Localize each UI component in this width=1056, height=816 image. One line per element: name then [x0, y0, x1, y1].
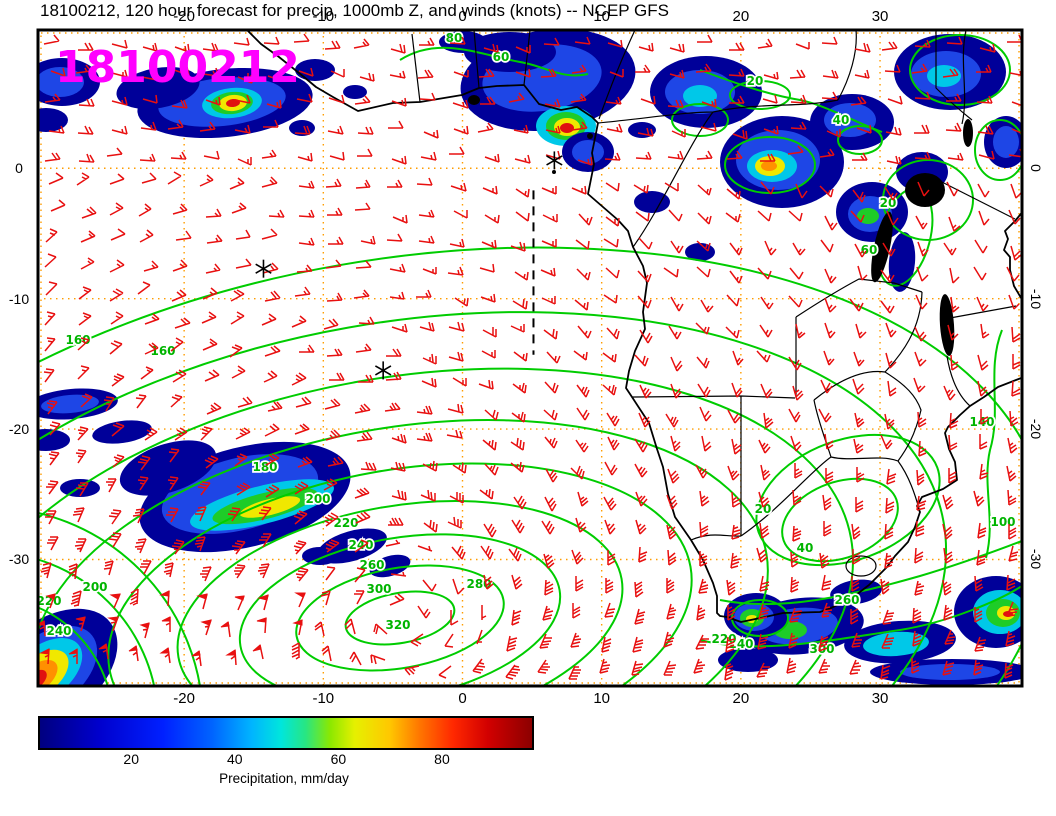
contour-label: 140 [969, 415, 994, 429]
colorbar-tick: 40 [227, 751, 243, 767]
station-asterisk [255, 263, 272, 274]
x-axis-tick-bottom: 10 [593, 690, 611, 707]
height-contours [38, 34, 1022, 686]
contour-label: 220 [36, 594, 61, 608]
contour-label: 80 [446, 31, 463, 45]
contour-label: 100 [990, 515, 1015, 529]
colorbar-label: Precipitation, mm/day [219, 771, 349, 786]
x-axis-tick-bottom: -20 [173, 690, 195, 707]
contour-label: 240 [46, 624, 71, 638]
contour-label: 320 [385, 618, 410, 632]
contour-label: 300 [366, 582, 391, 596]
y-axis-tick-right: 0 [1028, 164, 1044, 173]
contour-label: 180 [252, 460, 277, 474]
contour-label: 300 [809, 642, 834, 656]
y-axis-tick-left: 0 [15, 160, 23, 177]
contour-label: 20 [747, 74, 764, 88]
contour-label: 260 [834, 593, 859, 607]
x-axis-tick-top: 0 [458, 8, 467, 25]
y-axis-tick-right: -10 [1028, 288, 1044, 309]
contour-label: 40 [833, 113, 850, 127]
contour-label: 220 [333, 516, 358, 530]
station-markers [255, 151, 563, 380]
africa-coastline [246, 30, 1022, 623]
x-axis-tick-top: 10 [593, 8, 611, 25]
run-watermark: 18100212 [55, 42, 300, 93]
figure-title: 18100212, 120 hour forecast for precip, … [40, 1, 669, 20]
contour-label: 200 [305, 492, 330, 506]
contour-label: 60 [493, 50, 510, 64]
plot-frame [36, 28, 1024, 688]
x-axis-tick-top: -10 [312, 8, 335, 25]
wind-barbs [38, 33, 1022, 681]
y-axis-tick-right: -20 [1028, 418, 1044, 440]
x-axis-tick-bottom: 20 [732, 690, 750, 707]
colorbar-gradient [38, 716, 534, 750]
station-asterisk [374, 365, 392, 376]
x-axis-tick-top: 30 [871, 8, 889, 25]
colorbar-tick: 60 [330, 751, 347, 767]
y-axis-tick-left: -20 [8, 421, 30, 438]
contour-label: 200 [82, 580, 107, 594]
y-axis-tick-left: -30 [8, 551, 30, 568]
contour-label: 240 [348, 538, 373, 552]
contour-label: 40 [797, 541, 814, 555]
colorbar-tick: 20 [123, 751, 140, 767]
x-axis-tick-bottom: 0 [458, 690, 467, 707]
x-axis-tick-bottom: -10 [312, 690, 335, 707]
colorbar-tick: 80 [434, 751, 450, 767]
x-axis-tick-top: -20 [173, 8, 195, 25]
x-axis-tick-top: 20 [732, 8, 750, 25]
y-axis-tick-left: -10 [8, 290, 30, 307]
station-asterisk [546, 155, 563, 166]
x-axis-tick-bottom: 30 [871, 690, 889, 707]
lakes [468, 95, 973, 356]
colorbar-ticks: 20 40 60 80 [38, 751, 530, 769]
y-axis-tick-right: -30 [1028, 549, 1044, 570]
contour-label: 20 [755, 502, 772, 516]
